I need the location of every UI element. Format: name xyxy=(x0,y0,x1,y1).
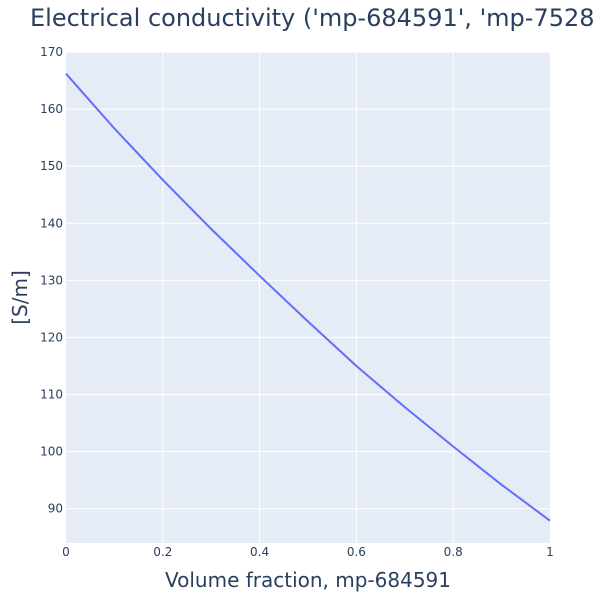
y-grid xyxy=(66,51,550,510)
series-line xyxy=(65,73,551,522)
y-tick-label: 110 xyxy=(40,388,63,402)
y-tick-label: 120 xyxy=(40,330,63,344)
chart-title: Electrical conductivity ('mp-684591', 'm… xyxy=(30,4,595,32)
y-tick-label: 160 xyxy=(40,102,63,116)
y-tick-label: 90 xyxy=(48,502,63,516)
x-tick-label: 1 xyxy=(546,545,554,559)
y-tick-label: 140 xyxy=(40,216,63,230)
y-axis-title: [S/m] xyxy=(8,270,32,325)
y-tick-label: 100 xyxy=(40,445,63,459)
x-tick-label: 0.2 xyxy=(153,545,172,559)
x-tick-label: 0.6 xyxy=(347,545,366,559)
y-tick-labels: 90 100 110 120 130 140 150 160 170 xyxy=(40,45,63,516)
series-group xyxy=(65,73,551,522)
x-tick-label: 0 xyxy=(62,545,70,559)
x-grid xyxy=(162,52,454,543)
y-tick-label: 170 xyxy=(40,45,63,59)
plot-area xyxy=(66,52,550,543)
y-tick-label: 130 xyxy=(40,273,63,287)
x-axis-title: Volume fraction, mp-684591 xyxy=(165,568,451,592)
x-tick-label: 0.8 xyxy=(444,545,463,559)
x-tick-labels: 0 0.2 0.4 0.6 0.8 1 xyxy=(62,545,554,559)
y-tick-label: 150 xyxy=(40,159,63,173)
x-tick-label: 0.4 xyxy=(250,545,269,559)
